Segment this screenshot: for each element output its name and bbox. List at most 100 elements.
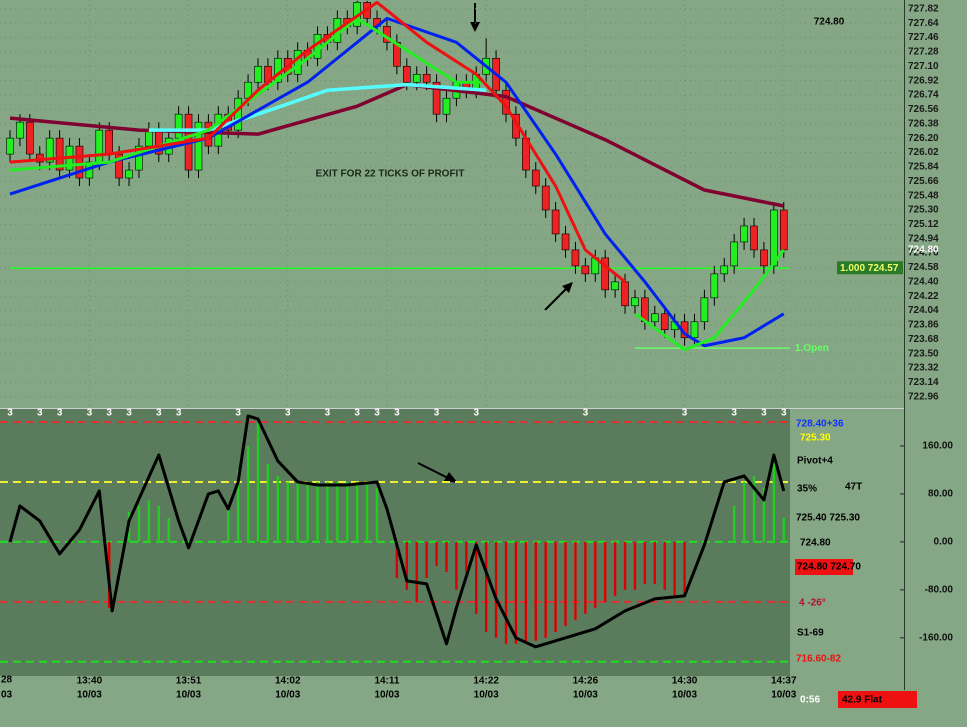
x-tick-label: 13:40 [77, 676, 103, 687]
histogram-bar [475, 541, 478, 614]
level-label-box [837, 261, 903, 275]
marker-label: 3 [87, 408, 93, 419]
histogram-bar [455, 541, 458, 590]
x-tick-label: 14:30 [672, 676, 698, 687]
x-tick-label: 14:26 [573, 676, 599, 687]
candle-body [432, 81, 441, 115]
histogram-bar [584, 541, 587, 614]
marker-label: 3 [354, 408, 360, 419]
histogram-bar [613, 541, 617, 596]
x-tick-label: 14:11 [374, 676, 399, 687]
candle-body [760, 249, 768, 267]
histogram-bar [395, 541, 399, 578]
histogram-bar [276, 475, 280, 542]
y-tick-label: 160.00 [922, 441, 953, 452]
histogram-bar [742, 481, 746, 542]
marker-label: 3 [126, 408, 132, 419]
indicator-line [148, 82, 487, 132]
histogram-bar [356, 481, 359, 542]
histogram-bar [643, 541, 647, 584]
annotation: EXIT FOR 22 TICKS OF PROFIT [316, 169, 465, 180]
candle-body [45, 137, 54, 163]
histogram-bar [137, 505, 141, 542]
candle-body [115, 153, 123, 179]
bid-ask: 725.40 725.30 [796, 513, 860, 524]
y-tick-label: 725.84 [908, 162, 939, 173]
arrows [417, 3, 573, 483]
x-tick-label: 14:02 [275, 676, 301, 687]
histogram-bar [534, 541, 537, 641]
y-tick-label: 724.22 [908, 291, 939, 302]
candle-body [730, 241, 738, 267]
y-tick-label: 80.00 [928, 489, 953, 500]
pivot-price: 725.30 [800, 433, 831, 444]
histogram-bar [504, 541, 508, 644]
histogram-bar [246, 445, 250, 542]
y-tick-label: 723.32 [908, 363, 939, 374]
pivot: Pivot+4 [797, 456, 833, 467]
histogram-bar [772, 457, 776, 542]
histogram-bar [782, 517, 785, 542]
candle-body [601, 257, 610, 291]
candle-body [145, 129, 153, 147]
y-tick-label: 0.00 [934, 537, 954, 548]
y-tick-label: 722.96 [908, 391, 939, 402]
state: 42.9 Flat [842, 695, 883, 706]
histogram-bar [365, 484, 369, 542]
y-tick-label: 724.40 [908, 276, 939, 287]
arrow-head [470, 22, 480, 32]
histogram-bar [425, 541, 428, 578]
indicator-line [634, 249, 785, 352]
arrow [417, 462, 451, 480]
histogram-bar [405, 541, 408, 590]
candle-body [194, 121, 203, 171]
histogram-bar [514, 541, 518, 644]
histogram-bar [445, 541, 448, 572]
histogram-bar [316, 481, 319, 542]
last-price: 724.80 [814, 17, 845, 28]
candle-body [700, 297, 709, 323]
histogram-bar [266, 463, 270, 542]
last: 724.80 [800, 538, 831, 549]
y-tick-label: 725.48 [908, 190, 939, 201]
arrow-head [444, 472, 458, 483]
histogram-bar [227, 505, 230, 542]
candle-body [690, 321, 699, 339]
level-label: 1.Open [795, 343, 829, 354]
indicator-line [9, 16, 487, 172]
candle-body [710, 273, 719, 299]
range: 724.80 724.70 [797, 562, 861, 573]
x-date-label: 10/03 [374, 690, 399, 701]
y-tick-label: 723.68 [908, 334, 939, 345]
y-tick-label: 726.38 [908, 118, 939, 129]
y-tick-label: 727.82 [908, 3, 939, 14]
candle-body [551, 209, 560, 235]
y-tick-label: 726.20 [908, 133, 939, 144]
histogram-bar [594, 541, 597, 608]
x-date-label: 10/03 [275, 690, 300, 701]
edge-label: 03 [1, 690, 13, 701]
histogram-bar [157, 505, 160, 542]
y-tick-label: 725.30 [908, 205, 939, 216]
edge-label: 28 [1, 675, 13, 686]
marker-label: 3 [7, 408, 13, 419]
range-box [795, 559, 853, 575]
y-tick-label: 723.14 [908, 377, 939, 388]
y-tick-label: 723.50 [908, 348, 939, 359]
y-tick-label: 724.04 [908, 305, 939, 316]
marker-label: 3 [583, 408, 589, 419]
y-tick-label: 726.56 [908, 104, 939, 115]
histogram-bar [236, 469, 240, 542]
histogram-bar [683, 541, 686, 596]
y-tick-label: 726.74 [908, 90, 939, 101]
candle-body [75, 145, 84, 179]
histogram-bar [465, 541, 468, 572]
candle-body [531, 169, 540, 187]
candle-body [750, 225, 758, 251]
histogram-bar [732, 505, 736, 542]
candle-body [541, 185, 550, 211]
state-box [838, 691, 917, 708]
histogram-bar [286, 481, 289, 542]
candle-body [770, 209, 778, 267]
candle-body [135, 145, 143, 171]
